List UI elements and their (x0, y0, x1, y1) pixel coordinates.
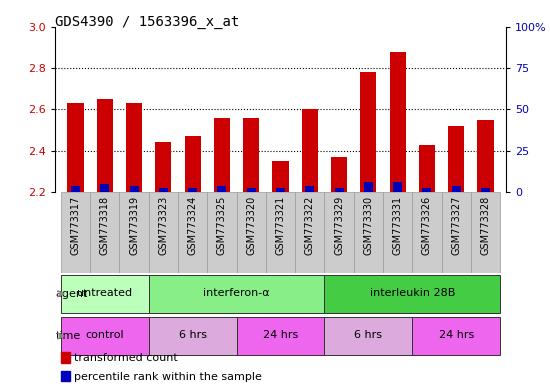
Bar (61, 317, 149, 355)
Bar (334, 188, 344, 192)
Text: 24 hrs: 24 hrs (263, 330, 298, 340)
Bar (126, 103, 142, 192)
Text: GSM773327: GSM773327 (451, 196, 461, 255)
Text: GSM773325: GSM773325 (217, 196, 227, 255)
Bar (393, 182, 402, 192)
Text: 6 hrs: 6 hrs (354, 330, 382, 340)
Bar (266, 192, 295, 273)
Text: GSM773329: GSM773329 (334, 196, 344, 255)
Bar (236, 317, 324, 355)
Bar (130, 186, 139, 192)
Bar (236, 192, 266, 273)
Bar (71, 186, 80, 192)
Text: interleukin 28B: interleukin 28B (370, 288, 455, 298)
Bar (481, 188, 490, 192)
Bar (412, 192, 442, 273)
Bar (305, 186, 314, 192)
Text: untreated: untreated (77, 288, 133, 298)
Bar (272, 161, 289, 192)
Bar (68, 103, 84, 192)
Bar (383, 192, 412, 273)
Bar (324, 317, 412, 355)
Bar (148, 317, 236, 355)
Text: GSM773322: GSM773322 (305, 196, 315, 255)
Bar (90, 192, 119, 273)
Bar (178, 192, 207, 273)
Bar (148, 192, 178, 273)
Bar (97, 99, 113, 192)
Bar (471, 192, 500, 273)
Bar (452, 186, 461, 192)
Bar (243, 118, 259, 192)
Bar (119, 192, 148, 273)
Bar (185, 136, 201, 192)
Bar (247, 188, 256, 192)
Bar (276, 188, 285, 192)
Text: 24 hrs: 24 hrs (438, 330, 474, 340)
Bar (148, 275, 324, 313)
Text: GSM773319: GSM773319 (129, 196, 139, 255)
Bar (61, 192, 90, 273)
Text: 6 hrs: 6 hrs (179, 330, 207, 340)
Bar (324, 275, 500, 313)
Bar (207, 192, 236, 273)
Text: GSM773326: GSM773326 (422, 196, 432, 255)
Bar (448, 126, 464, 192)
Text: GSM773318: GSM773318 (100, 196, 110, 255)
Text: percentile rank within the sample: percentile rank within the sample (74, 372, 262, 382)
Bar (422, 188, 431, 192)
Text: GSM773331: GSM773331 (393, 196, 403, 255)
Bar (214, 118, 230, 192)
Text: GSM773321: GSM773321 (276, 196, 285, 255)
Text: GSM773324: GSM773324 (188, 196, 197, 255)
Bar (61, 275, 149, 313)
Bar (389, 52, 406, 192)
Text: time: time (56, 331, 81, 341)
Bar (188, 188, 197, 192)
Text: control: control (85, 330, 124, 340)
Bar (354, 192, 383, 273)
Bar (331, 157, 347, 192)
Text: agent: agent (56, 289, 88, 299)
Bar (324, 192, 354, 273)
Bar (477, 120, 493, 192)
Text: GSM773323: GSM773323 (158, 196, 168, 255)
Bar (419, 144, 435, 192)
Text: GSM773328: GSM773328 (481, 196, 491, 255)
Bar (217, 186, 227, 192)
Text: GSM773330: GSM773330 (364, 196, 373, 255)
Text: interferon-α: interferon-α (204, 288, 270, 298)
Bar (360, 72, 376, 192)
Bar (155, 142, 172, 192)
Bar (159, 188, 168, 192)
Text: transformed count: transformed count (74, 353, 178, 363)
Bar (295, 192, 324, 273)
Bar (364, 182, 373, 192)
Bar (442, 192, 471, 273)
Text: GSM773320: GSM773320 (246, 196, 256, 255)
Bar (302, 109, 318, 192)
Text: GSM773317: GSM773317 (70, 196, 80, 255)
Bar (412, 317, 500, 355)
Text: GDS4390 / 1563396_x_at: GDS4390 / 1563396_x_at (55, 15, 239, 29)
Bar (100, 184, 109, 192)
